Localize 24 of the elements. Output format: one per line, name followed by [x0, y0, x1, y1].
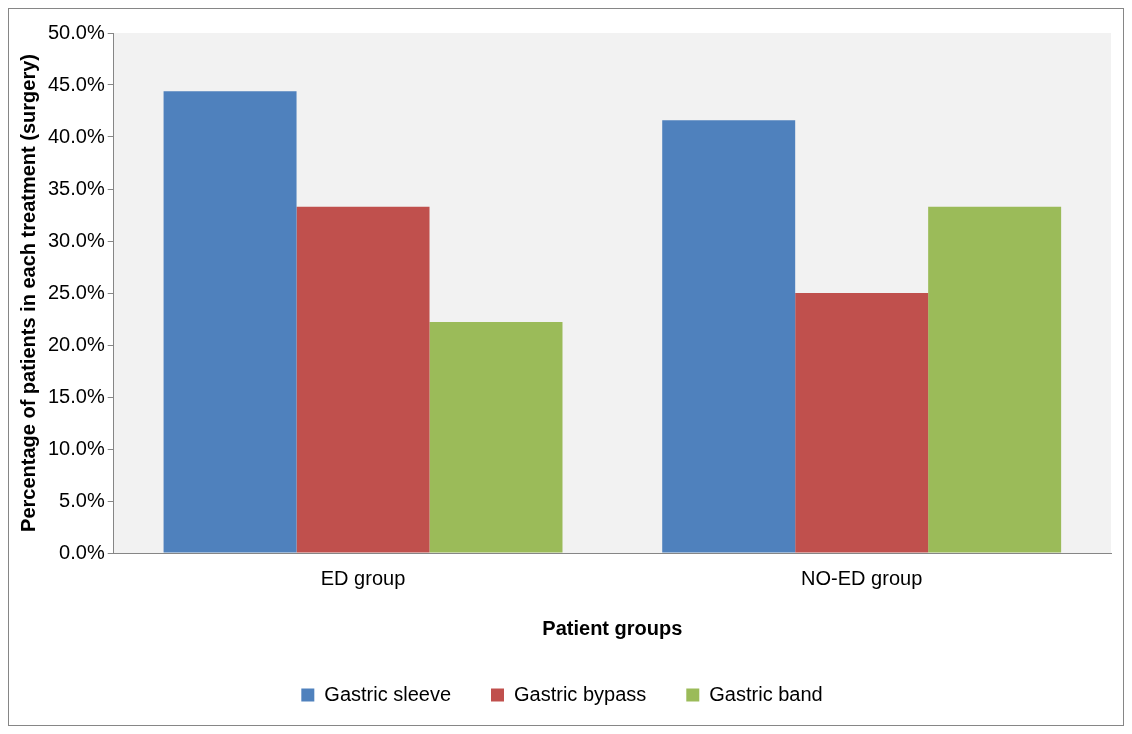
bar	[795, 293, 929, 553]
bar	[662, 120, 796, 553]
y-tick-label: 45.0%	[47, 72, 105, 95]
legend-label: Gastric band	[709, 682, 823, 705]
y-tick-label: 40.0%	[47, 124, 105, 147]
y-tick-label: 10.0%	[47, 436, 105, 459]
y-tick-label: 50.0%	[47, 20, 105, 43]
legend-label: Gastric sleeve	[324, 682, 452, 705]
bar	[163, 91, 297, 553]
y-tick-label: 15.0%	[47, 384, 105, 407]
x-tick-label: ED group	[320, 566, 406, 589]
bar	[429, 322, 563, 553]
y-tick-label: 30.0%	[47, 228, 105, 251]
x-tick-label: NO-ED group	[801, 566, 923, 589]
y-tick-label: 20.0%	[47, 332, 105, 355]
x-axis-title: Patient groups	[542, 616, 683, 639]
y-tick-label: 25.0%	[47, 280, 105, 303]
bar	[928, 206, 1062, 553]
y-tick-label: 35.0%	[47, 176, 105, 199]
y-tick-label: 5.0%	[59, 488, 105, 511]
bar	[296, 206, 430, 553]
y-tick-label: 0.0%	[59, 540, 105, 563]
legend-label: Gastric bypass	[514, 682, 647, 705]
y-axis-title: Percentage of patients in each treatment (surgery)	[16, 54, 39, 532]
